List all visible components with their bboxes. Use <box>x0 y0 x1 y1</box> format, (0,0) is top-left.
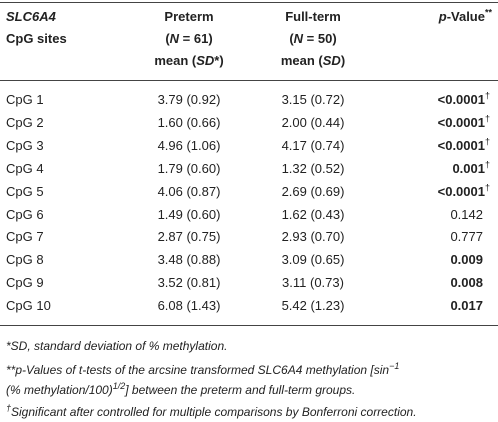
cell-p-value: 0.142 <box>450 207 483 222</box>
cell-site: CpG 5 <box>6 183 44 199</box>
cell-full-term: 4.17 (0.74) <box>281 137 345 153</box>
cell-preterm: 3.79 (0.92) <box>157 92 221 107</box>
top-rule <box>0 2 498 3</box>
cell-full-term: 3.09 (0.65) <box>281 252 345 268</box>
header-site: CpG sites <box>6 31 67 46</box>
header-rule <box>0 80 498 81</box>
cell-preterm: 3.52 (0.81) <box>157 275 221 291</box>
header-text: CpG sites <box>6 31 67 46</box>
header-text: = 50) <box>303 31 337 46</box>
footnote-text: (% methylation/100) <box>6 383 113 397</box>
footnote-text: **p-Values of t-tests of the arcsine tra… <box>6 363 390 377</box>
header-text: ** <box>484 7 492 18</box>
header-text: SD <box>322 53 341 68</box>
cell-preterm: 3.48 (0.88) <box>157 252 221 268</box>
header-text: SLC6A4 <box>6 9 56 24</box>
header-text: ) <box>340 53 346 68</box>
header-text: N <box>169 31 180 46</box>
cell-full-term: 2.93 (0.70) <box>281 229 345 245</box>
cell-full-term: 1.32 (0.52) <box>281 160 345 176</box>
header-text: N <box>293 31 304 46</box>
cell-p-value: 0.009 <box>450 252 483 267</box>
significance-marker: † <box>484 136 490 147</box>
footnote: **p-Values of t-tests of the arcsine tra… <box>6 360 494 400</box>
cell-p-value: 0.008 <box>450 275 483 290</box>
cell-preterm: 1.49 (0.60) <box>157 206 221 222</box>
cell-preterm: 1.60 (0.66) <box>157 114 221 130</box>
footnote: †Significant after controlled for multip… <box>6 402 494 422</box>
footnote-text: *SD, standard deviation of % methylation… <box>6 339 228 353</box>
cell-p-value: <0.0001† <box>437 136 490 153</box>
cell-full-term: 3.15 (0.72) <box>281 92 345 107</box>
p-value-text: 0.017 <box>450 298 483 314</box>
cell-p-value: 0.017 <box>450 298 483 313</box>
cell-site: CpG 7 <box>6 229 44 245</box>
header-text: ( <box>165 31 170 46</box>
p-value-text: 0.008 <box>450 275 483 291</box>
p-value-text: <0.0001 <box>437 92 485 107</box>
cell-site: CpG 2 <box>6 114 44 130</box>
header-full-term: Full-term <box>285 9 341 24</box>
header-preterm: (N = 61) <box>165 31 212 46</box>
footnote-text: 1/2 <box>112 381 126 391</box>
cell-p-value: <0.0001† <box>437 182 490 199</box>
bottom-rule <box>0 325 498 326</box>
header-text: p <box>438 9 447 24</box>
cell-site: CpG 6 <box>6 206 44 222</box>
header-site: SLC6A4 <box>6 9 56 24</box>
cell-preterm: 4.06 (0.87) <box>157 183 221 199</box>
cell-p-value: <0.0001† <box>437 113 490 130</box>
cell-preterm: 4.96 (1.06) <box>157 137 221 153</box>
cell-full-term: 2.69 (0.69) <box>281 183 345 199</box>
cell-p-value: 0.777 <box>450 229 483 244</box>
cell-full-term: 3.11 (0.73) <box>282 275 344 291</box>
header-preterm: mean (SD*) <box>154 53 223 68</box>
cell-site: CpG 3 <box>6 137 44 153</box>
header-full-term: mean (SD) <box>281 53 345 68</box>
cell-full-term: 5.42 (1.23) <box>281 298 345 314</box>
header-text: ( <box>289 31 294 46</box>
header-preterm: Preterm <box>164 9 214 24</box>
cell-full-term: 1.62 (0.43) <box>281 206 345 222</box>
significance-marker: † <box>484 159 490 170</box>
header-text: *) <box>214 53 224 68</box>
header-text: = 61) <box>179 31 213 46</box>
cell-full-term: 2.00 (0.44) <box>281 114 345 130</box>
cell-p-value: 0.001† <box>452 159 490 176</box>
footnote-text: ] between the preterm and full-term grou… <box>125 383 356 397</box>
significance-marker: † <box>484 113 490 124</box>
cell-site: CpG 8 <box>6 252 44 268</box>
header-text: SD <box>196 53 215 68</box>
significance-marker: † <box>484 90 490 101</box>
cell-preterm: 2.87 (0.75) <box>157 229 221 245</box>
cell-site: CpG 9 <box>6 275 44 291</box>
p-value-text: 0.009 <box>450 252 483 268</box>
p-value-text: <0.0001 <box>437 137 485 153</box>
footnote: *SD, standard deviation of % methylation… <box>6 336 494 356</box>
header-text: -Value <box>446 9 485 24</box>
p-value-text: 0.777 <box>450 229 483 245</box>
p-value-text: 0.142 <box>450 206 483 222</box>
cell-p-value: <0.0001† <box>437 90 490 107</box>
p-value-text: <0.0001 <box>437 114 485 130</box>
header-text: mean ( <box>154 53 197 68</box>
p-value-text: <0.0001 <box>437 183 485 199</box>
significance-marker: † <box>484 182 490 193</box>
header-p-value: p-Value** <box>438 7 492 24</box>
cell-preterm: 6.08 (1.43) <box>157 298 221 314</box>
footnote-text: −1 <box>389 361 400 371</box>
cell-preterm: 1.79 (0.60) <box>157 160 221 176</box>
p-value-text: 0.001 <box>452 160 485 176</box>
footnote-text: Significant after controlled for multipl… <box>11 405 417 419</box>
cell-site: CpG 10 <box>6 298 51 314</box>
cell-site: CpG 1 <box>6 92 44 107</box>
header-full-term: (N = 50) <box>289 31 336 46</box>
cell-site: CpG 4 <box>6 160 44 176</box>
footnote-text: † <box>6 403 12 413</box>
header-text: mean ( <box>280 53 323 68</box>
